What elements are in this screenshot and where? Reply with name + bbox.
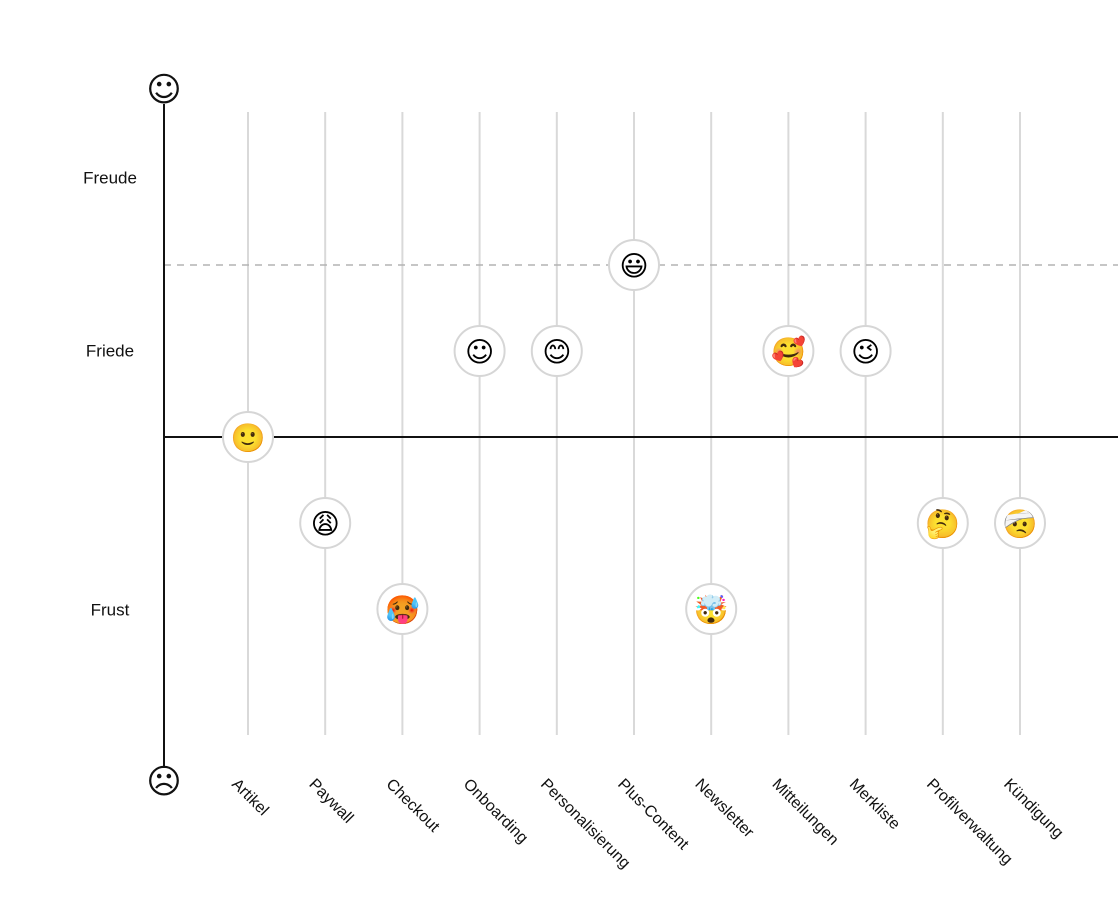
emoji-icon: 🙂 [231,422,266,455]
marker-circle [222,411,274,463]
x-category-label: Paywall [305,776,356,827]
x-category-label: Mitteilungen [769,776,842,849]
emoji-icon: 🤔 [925,508,960,541]
emoji-icon: 😩 [311,508,340,541]
emoji-icon: 😊 [542,336,571,369]
y-level-labels: Freude Friede Frust [83,169,137,620]
marker-circle [453,325,506,377]
emoji-icon: 😉 [851,336,880,369]
emoji-icon: 🤯 [694,594,729,627]
marker-circle [762,325,815,377]
emoji-marker: 🤔 [916,497,969,549]
emoji-marker: 🤕 [994,497,1046,549]
emoji-icon: 😃 [619,250,648,283]
emoji-marker: 😊 [530,325,583,377]
emoji-marker: 🤯 [685,583,738,635]
marker-circle [530,325,583,377]
emoji-marker: 🥵 [376,583,429,635]
emoji-marker: 🥰 [762,325,815,377]
marker-circle [299,497,352,549]
x-category-label: Newsletter [691,776,757,842]
emoji-marker: 🙂 [222,411,274,463]
y-level-label: Freude [83,169,137,188]
emoji-marker: 😃 [608,239,660,291]
sad-face-icon: ☹ [146,762,181,802]
x-category-label: Profilverwaltung [923,776,1016,869]
marker-circle [376,583,429,635]
x-category-label: Artikel [228,776,271,819]
marker-circle [839,325,892,377]
x-category-label: Merkliste [846,776,903,833]
marker-circle [994,497,1046,549]
emoji-marker: ☺ [453,325,506,377]
y-level-label: Friede [86,342,134,361]
emoji-icon: 🥵 [385,594,420,627]
gridlines [247,112,1021,735]
emoji-icon: ☺ [465,336,494,369]
emoji-icon: 🥰 [771,335,806,369]
marker-circle [916,497,969,549]
emoji-marker: 😉 [839,325,892,377]
x-category-labels: Artikel Paywall Checkout Onboarding Personal… [228,776,1066,872]
smiley-face-icon: ☺ [146,70,181,110]
marker-circle [685,583,738,635]
emoji-markers: 🙂 😩 🥵 ☺ 😊 😃 🤯 🥰 😉 🤔 🤕 [222,239,1046,635]
x-category-label: Onboarding [460,776,531,847]
x-category-label: Kündigung [1000,776,1066,842]
emoji-icon: 🤕 [1003,508,1038,541]
x-category-label: Plus-Content [614,776,692,854]
marker-circle [608,239,660,291]
y-level-label: Frust [91,601,130,620]
x-category-label: Checkout [383,776,443,836]
emoji-marker: 😩 [299,497,352,549]
